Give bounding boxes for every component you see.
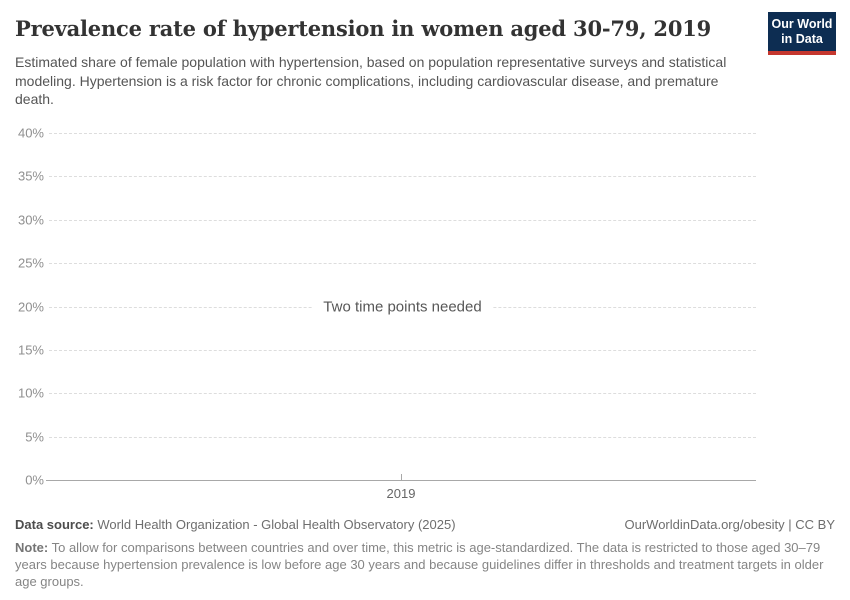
owid-logo-line2: in Data xyxy=(781,31,823,46)
gridline xyxy=(49,176,756,177)
chart-subtitle: Estimated share of female population wit… xyxy=(15,54,727,107)
gridline xyxy=(49,133,756,134)
gridline xyxy=(49,350,756,351)
note-label: Note: xyxy=(15,540,49,555)
note-line: Note: To allow for comparisons between c… xyxy=(15,539,835,590)
y-axis-tick-label: 5% xyxy=(25,429,44,445)
owid-logo-line1: Our World xyxy=(771,16,833,31)
x-axis-tick-mark xyxy=(401,474,402,481)
gridline xyxy=(49,307,756,308)
y-axis-tick-label: 40% xyxy=(17,125,44,141)
gridline xyxy=(49,393,756,394)
y-axis-tick-label: 10% xyxy=(17,385,44,401)
data-source-label: Data source: xyxy=(15,517,94,532)
gridline xyxy=(49,263,756,264)
data-source-value: World Health Organization - Global Healt… xyxy=(97,517,456,532)
chart-title: Prevalence rate of hypertension in women… xyxy=(15,16,712,41)
owid-logo: Our World in Data xyxy=(768,12,836,55)
gridline xyxy=(49,220,756,221)
x-axis-tick-label: 2019 xyxy=(386,486,416,501)
y-axis-tick-label: 30% xyxy=(17,212,44,228)
gridline xyxy=(49,437,756,438)
y-axis-tick-label: 15% xyxy=(17,342,44,358)
y-axis-tick-label: 20% xyxy=(17,299,44,315)
data-source-line: Data source: World Health Organization -… xyxy=(15,517,456,532)
y-axis-tick-label: 0% xyxy=(25,472,44,488)
chart-footer: Data source: World Health Organization -… xyxy=(15,517,835,590)
y-axis-tick-label: 35% xyxy=(17,168,44,184)
note-value: To allow for comparisons between countri… xyxy=(15,540,824,589)
license-link[interactable]: OurWorldinData.org/obesity | CC BY xyxy=(624,517,836,532)
y-axis-tick-label: 25% xyxy=(17,255,44,271)
